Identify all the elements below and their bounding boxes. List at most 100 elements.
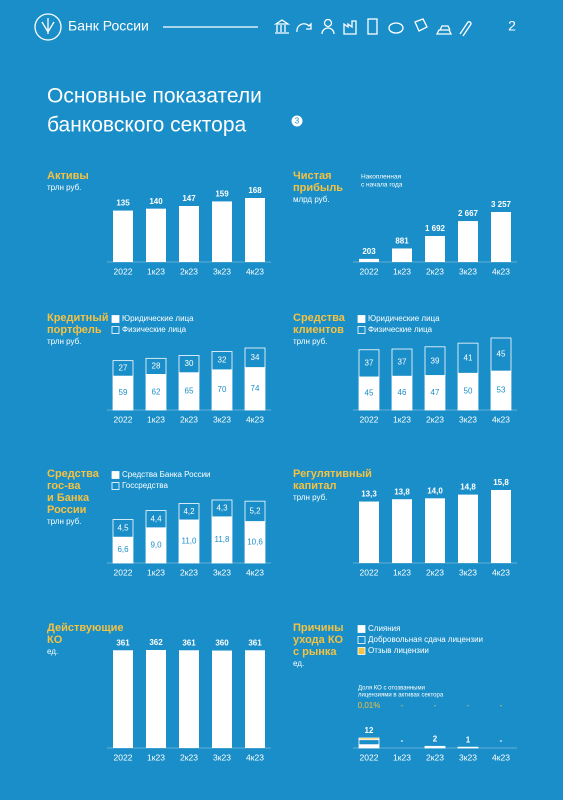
x-tick-label: 3к23 xyxy=(213,567,231,577)
icon-bank[interactable] xyxy=(273,19,291,34)
value-label: 159 xyxy=(215,190,229,199)
bar-segment xyxy=(424,745,446,748)
x-tick-label: 2022 xyxy=(114,266,133,276)
share-label: 0,01% xyxy=(358,701,381,710)
bar xyxy=(359,501,379,563)
value-label: 2 667 xyxy=(458,209,479,218)
legend-swatch xyxy=(357,636,366,644)
unit: трлн руб. xyxy=(47,337,81,346)
value-label: 360 xyxy=(215,639,229,648)
x-tick-label: 2к23 xyxy=(180,752,198,762)
x-tick-label: 4к23 xyxy=(246,567,264,577)
chart-title: КО xyxy=(47,634,63,646)
bar-segment xyxy=(178,503,200,521)
segment-label: 32 xyxy=(218,356,227,365)
x-tick-label: 2к23 xyxy=(180,266,198,276)
x-tick-label: 2к23 xyxy=(426,266,444,276)
x-tick-label: 1к23 xyxy=(393,266,411,276)
unit: трлн руб. xyxy=(47,517,81,526)
legend-label: Отзыв лицензии xyxy=(368,646,429,655)
bar xyxy=(113,650,133,748)
segment-label: 70 xyxy=(218,385,227,394)
icon-piggy[interactable] xyxy=(388,22,404,34)
segment-label: 11,8 xyxy=(215,535,231,544)
legend-label: Средства Банка России xyxy=(122,470,211,479)
share-label: - xyxy=(401,701,404,710)
bar xyxy=(113,210,133,262)
icon-gold[interactable] xyxy=(435,25,453,35)
chart-title: Кредитный xyxy=(47,312,108,324)
segment-label: 41 xyxy=(464,353,473,362)
x-tick-label: 2022 xyxy=(114,414,133,424)
legend-label: Госсредства xyxy=(122,481,168,490)
bar-segment xyxy=(391,348,413,377)
bar-segment xyxy=(358,737,380,741)
x-tick-label: 4к23 xyxy=(246,266,264,276)
x-tick-label: 2022 xyxy=(360,752,379,762)
icon-exchange[interactable] xyxy=(296,22,312,33)
chart-title: Причины xyxy=(293,622,344,634)
value-label: 362 xyxy=(149,638,163,647)
logo-mark xyxy=(41,18,55,34)
segment-label: 50 xyxy=(464,387,473,396)
bar-segment xyxy=(112,519,134,538)
chart-title: прибыль xyxy=(293,182,343,194)
page-title: Основные показатели xyxy=(47,85,262,108)
share-label: - xyxy=(500,701,503,710)
legend-swatch xyxy=(111,471,120,479)
bar-segment xyxy=(112,360,134,377)
segment-label: 4,4 xyxy=(150,514,162,523)
value-label: 3 257 xyxy=(491,200,512,209)
segment-label: 10,6 xyxy=(247,537,263,546)
value-label: 14,8 xyxy=(460,483,476,492)
x-tick-label: 1к23 xyxy=(393,752,411,762)
chart-title: с рынка xyxy=(293,646,337,658)
value-label: 361 xyxy=(182,638,196,647)
value-label: 135 xyxy=(116,199,130,208)
value-label: 14,0 xyxy=(427,486,443,495)
bar-segment xyxy=(457,342,479,374)
share-label: - xyxy=(434,701,437,710)
legend-swatch xyxy=(357,625,366,633)
bar-segment xyxy=(211,351,233,371)
note: Доля КО с отозванными xyxy=(358,686,425,692)
icon-doc[interactable] xyxy=(367,18,378,35)
bar xyxy=(179,206,199,262)
x-tick-label: 1к23 xyxy=(147,414,165,424)
x-tick-label: 1к23 xyxy=(147,567,165,577)
x-tick-label: 3к23 xyxy=(459,752,477,762)
x-tick-label: 4к23 xyxy=(492,752,510,762)
x-tick-label: 1к23 xyxy=(147,752,165,762)
segment-label: 4,3 xyxy=(216,504,228,513)
value-label: 361 xyxy=(248,638,262,647)
icon-clip[interactable] xyxy=(459,21,472,37)
icon-tag[interactable] xyxy=(414,18,428,32)
x-tick-label: 4к23 xyxy=(246,752,264,762)
x-tick-label: 4к23 xyxy=(492,567,510,577)
legend-swatch xyxy=(111,326,120,334)
segment-label: 53 xyxy=(497,386,506,395)
legend-swatch xyxy=(111,315,120,323)
icon-person-body[interactable] xyxy=(321,27,335,35)
bar xyxy=(179,650,199,748)
bar xyxy=(425,498,445,563)
segment-label: 30 xyxy=(185,359,194,368)
chart-title: Активы xyxy=(47,170,89,182)
icon-industry[interactable] xyxy=(343,20,357,35)
segment-label: 5,2 xyxy=(249,506,261,515)
x-tick-label: 2022 xyxy=(360,414,379,424)
legend-label: Юридические лица xyxy=(368,314,440,323)
total-label: 1 xyxy=(466,735,471,744)
icon-person[interactable] xyxy=(323,18,333,28)
total-label: 12 xyxy=(365,726,374,735)
value-label: 203 xyxy=(362,247,376,256)
note: с начала года xyxy=(361,182,403,189)
value-label: 15,8 xyxy=(493,478,509,487)
logo xyxy=(34,13,62,41)
bar-segment xyxy=(358,744,380,749)
segment-label: 46 xyxy=(398,388,407,397)
legend-label: Слияния xyxy=(368,624,400,633)
segment-label: 74 xyxy=(251,384,260,393)
bar xyxy=(458,494,478,563)
